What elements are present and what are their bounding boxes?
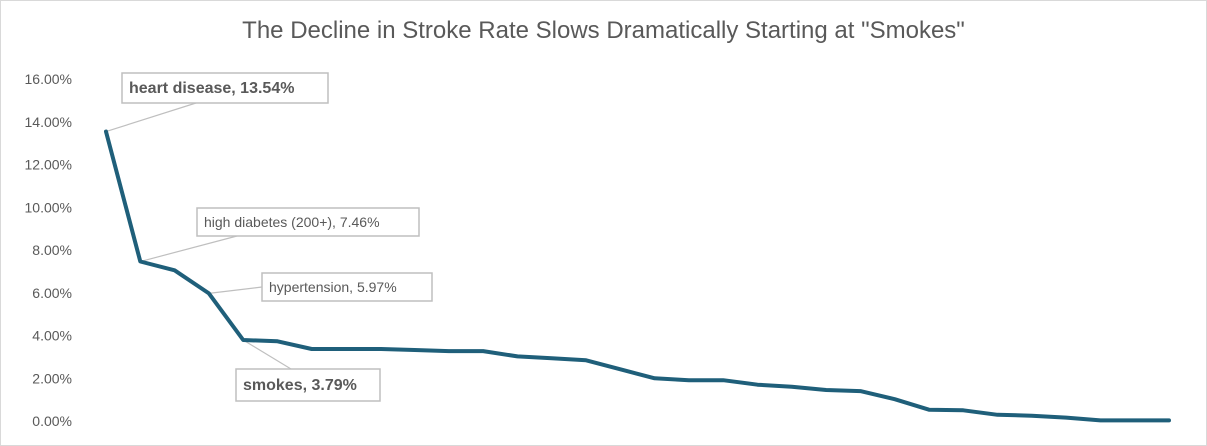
y-tick-label: 10.00% bbox=[25, 199, 72, 215]
y-tick-label: 12.00% bbox=[25, 157, 72, 173]
data-callout: high diabetes (200+), 7.46% bbox=[196, 207, 420, 237]
chart-title: The Decline in Stroke Rate Slows Dramati… bbox=[242, 17, 965, 44]
callout-box bbox=[261, 272, 433, 302]
callout-box bbox=[235, 368, 381, 402]
y-tick-label: 8.00% bbox=[32, 242, 72, 258]
callout-leader-line bbox=[208, 286, 263, 294]
data-callout: hypertension, 5.97% bbox=[261, 272, 433, 302]
callout-label: hypertension, 5.97% bbox=[269, 279, 397, 295]
callout-label: heart disease, 13.54% bbox=[129, 80, 294, 97]
callout-leader-line bbox=[105, 102, 197, 133]
y-tick-label: 6.00% bbox=[32, 285, 72, 301]
callout-leaders bbox=[105, 102, 292, 370]
y-tick-label: 16.00% bbox=[25, 71, 72, 87]
callout-box bbox=[196, 207, 420, 237]
series-line bbox=[104, 129, 1171, 423]
callout-leader-line bbox=[140, 235, 238, 263]
callout-box bbox=[121, 72, 329, 104]
y-tick-label: 14.00% bbox=[25, 114, 72, 130]
data-callout: heart disease, 13.54% bbox=[121, 72, 329, 104]
y-tick-label: 2.00% bbox=[32, 370, 72, 386]
y-tick-label: 0.00% bbox=[32, 413, 72, 429]
callout-leader-line bbox=[242, 339, 292, 370]
callout-label: high diabetes (200+), 7.46% bbox=[204, 214, 380, 230]
y-tick-label: 4.00% bbox=[32, 328, 72, 344]
callout-label: smokes, 3.79% bbox=[243, 377, 357, 394]
data-callout: smokes, 3.79% bbox=[235, 368, 381, 402]
